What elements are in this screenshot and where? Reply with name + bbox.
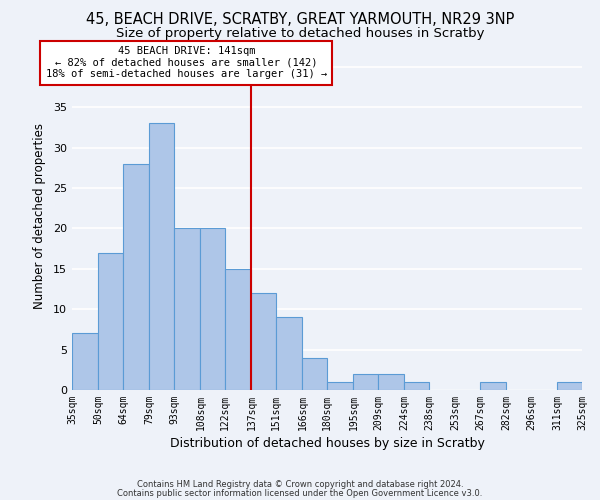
Bar — [149, 124, 174, 390]
X-axis label: Distribution of detached houses by size in Scratby: Distribution of detached houses by size … — [170, 437, 484, 450]
Bar — [123, 164, 149, 390]
Text: Contains public sector information licensed under the Open Government Licence v3: Contains public sector information licen… — [118, 488, 482, 498]
Text: 45, BEACH DRIVE, SCRATBY, GREAT YARMOUTH, NR29 3NP: 45, BEACH DRIVE, SCRATBY, GREAT YARMOUTH… — [86, 12, 514, 28]
Bar — [302, 358, 327, 390]
Bar — [174, 228, 200, 390]
Bar — [225, 269, 251, 390]
Bar — [251, 293, 276, 390]
Bar — [480, 382, 506, 390]
Bar — [276, 318, 302, 390]
Bar — [98, 252, 123, 390]
Text: 45 BEACH DRIVE: 141sqm
← 82% of detached houses are smaller (142)
18% of semi-de: 45 BEACH DRIVE: 141sqm ← 82% of detached… — [46, 46, 327, 80]
Bar — [200, 228, 225, 390]
Text: Size of property relative to detached houses in Scratby: Size of property relative to detached ho… — [116, 28, 484, 40]
Bar — [72, 334, 98, 390]
Bar — [378, 374, 404, 390]
Bar — [353, 374, 378, 390]
Y-axis label: Number of detached properties: Number of detached properties — [33, 123, 46, 309]
Bar — [327, 382, 353, 390]
Text: Contains HM Land Registry data © Crown copyright and database right 2024.: Contains HM Land Registry data © Crown c… — [137, 480, 463, 489]
Bar — [404, 382, 429, 390]
Bar — [557, 382, 582, 390]
